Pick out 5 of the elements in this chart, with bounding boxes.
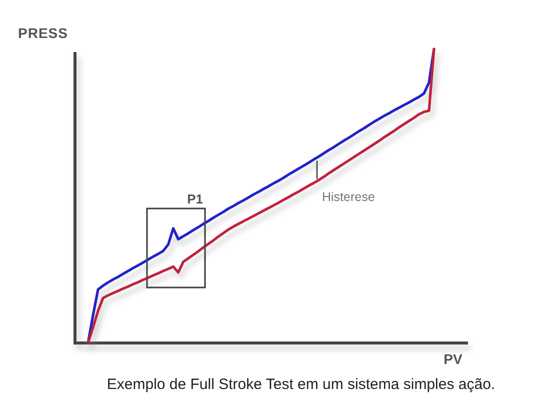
x-axis-title: PV	[444, 351, 463, 367]
annotation: Histerese	[322, 190, 375, 204]
y-axis-title: PRESS	[18, 25, 68, 41]
annotation: P1	[187, 192, 203, 206]
text: Exemplo de Full Stroke Test em um sistema simples ação.	[106, 376, 496, 393]
